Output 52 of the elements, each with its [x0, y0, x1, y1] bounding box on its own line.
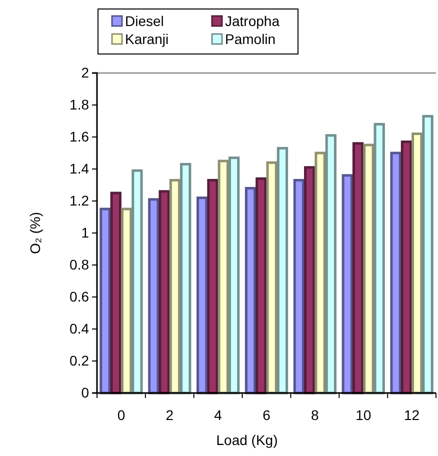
bar — [304, 166, 316, 394]
bar — [132, 169, 143, 394]
bar — [169, 178, 181, 394]
bar — [100, 208, 111, 394]
legend-label: Karanji — [125, 31, 169, 47]
bar — [325, 134, 336, 394]
bar — [218, 160, 229, 394]
bar — [207, 178, 218, 394]
x-tick-label: 6 — [262, 407, 271, 423]
bar — [374, 122, 385, 394]
y-tick-label: 0.8 — [70, 256, 90, 272]
bar — [363, 144, 374, 394]
bar — [228, 156, 240, 394]
y-tick-label: 2 — [81, 64, 90, 80]
y-tick-label: 1.6 — [70, 128, 90, 144]
bar — [314, 152, 326, 394]
y-axis-title: O₂ (%) — [27, 212, 43, 254]
y-tick-label: 1.2 — [70, 192, 90, 208]
x-tick-label: 12 — [404, 407, 420, 423]
bar — [158, 190, 170, 394]
y-tick-label: 0.2 — [70, 352, 90, 368]
x-tick-label: 10 — [356, 407, 372, 423]
x-tick-label: 0 — [117, 407, 126, 423]
legend-label: Jatropha — [225, 13, 280, 29]
y-tick-label: 1 — [81, 224, 90, 240]
y-tick-label: 0.6 — [70, 288, 90, 304]
y-tick-label: 0.4 — [70, 320, 90, 336]
bar — [196, 196, 208, 394]
bar — [256, 177, 267, 394]
legend-label: Diesel — [125, 13, 164, 29]
bar — [342, 174, 353, 394]
bar — [266, 161, 278, 394]
bar — [390, 152, 402, 394]
bar — [422, 114, 434, 394]
bar — [400, 140, 412, 394]
bar — [244, 186, 256, 394]
x-tick-label: 2 — [166, 407, 174, 423]
bar — [412, 132, 423, 394]
x-tick-label: 8 — [311, 407, 320, 423]
x-tick-label: 4 — [214, 407, 222, 423]
bar — [148, 198, 160, 394]
bar — [293, 178, 305, 394]
bar — [180, 162, 192, 394]
bar — [276, 146, 288, 394]
bar — [120, 208, 132, 394]
legend-label: Pamolin — [225, 31, 276, 47]
bar — [352, 142, 364, 394]
y-tick-label: 1.8 — [70, 96, 90, 112]
x-axis-title: Load (Kg) — [216, 432, 278, 448]
y-tick-label: 0 — [81, 384, 90, 400]
y-tick-label: 1.4 — [70, 160, 90, 176]
bar — [110, 192, 122, 394]
